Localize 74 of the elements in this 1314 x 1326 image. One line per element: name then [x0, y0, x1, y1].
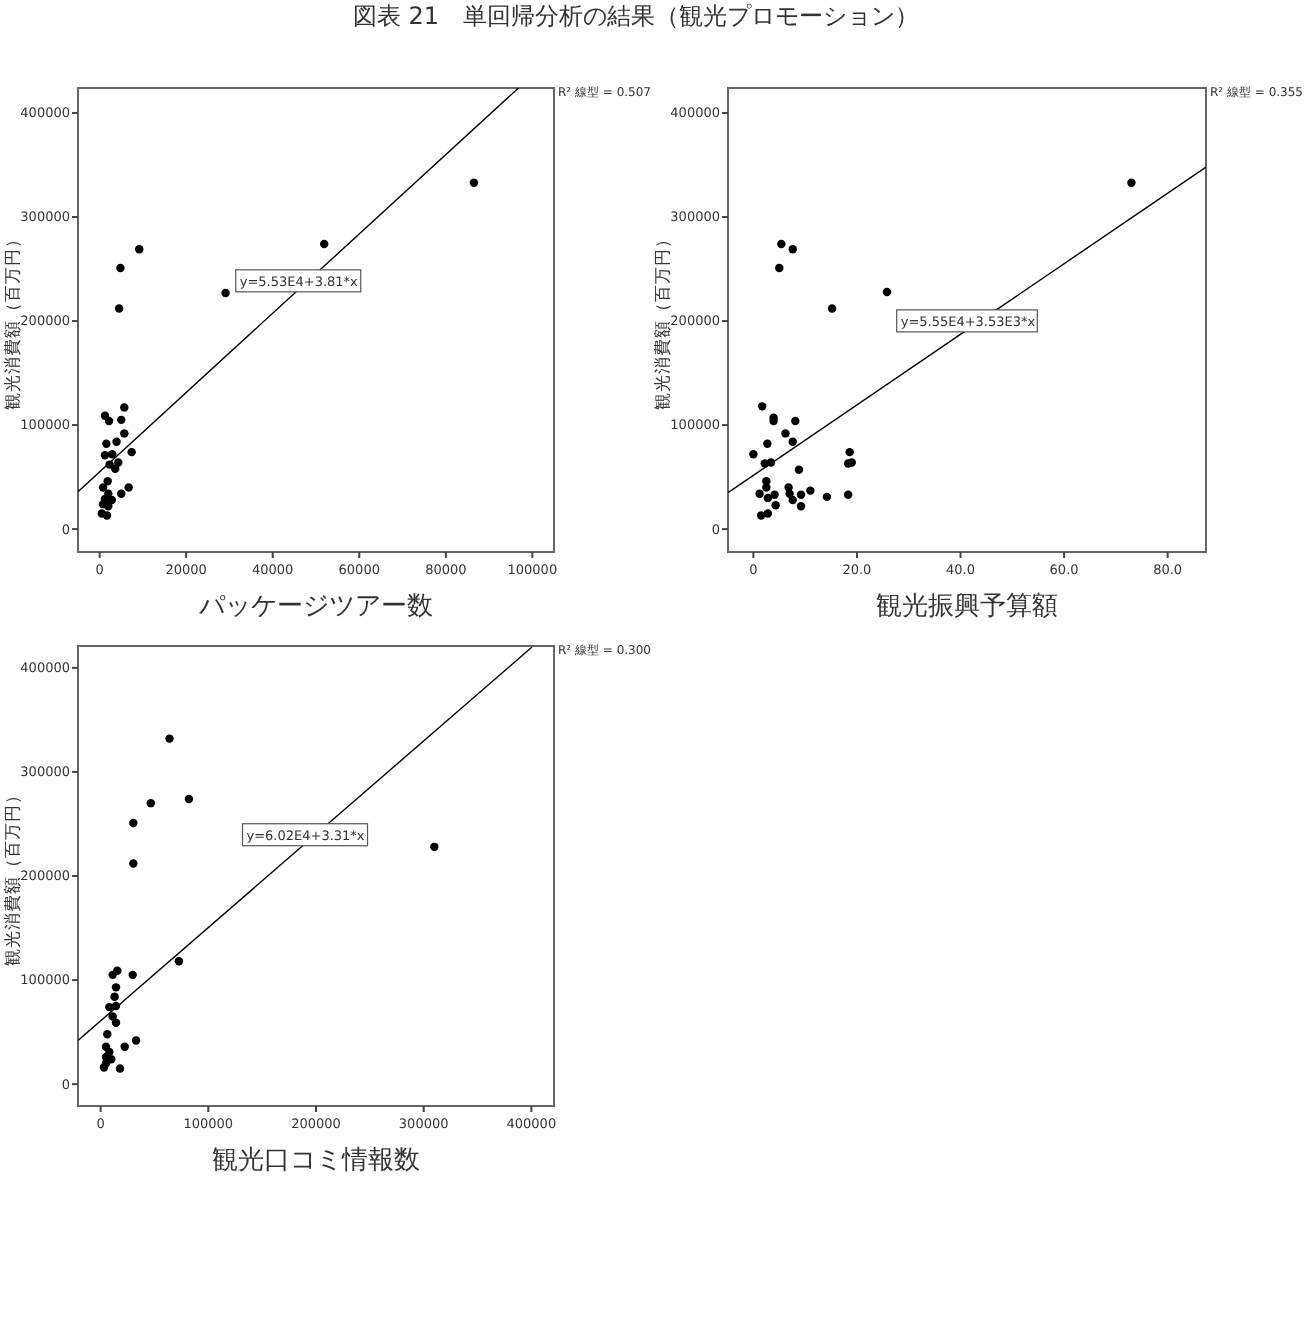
point: [775, 263, 784, 273]
point: [102, 511, 112, 520]
point: [107, 449, 117, 459]
point: [104, 502, 113, 511]
point: [124, 483, 133, 492]
point: [1127, 178, 1136, 187]
point: [111, 983, 121, 992]
point: [110, 992, 119, 1001]
point: [763, 509, 773, 518]
point: [100, 451, 110, 460]
point: [120, 1042, 129, 1051]
point: [98, 483, 108, 492]
point: [469, 178, 479, 187]
point: [794, 465, 804, 475]
point: [114, 304, 124, 313]
point: [845, 447, 854, 457]
y-axis-title: 観光消費額（百万円）: [2, 786, 24, 966]
point: [763, 439, 772, 449]
point: [796, 502, 806, 511]
point: [763, 493, 773, 503]
point: [115, 1064, 125, 1073]
point: [843, 490, 853, 499]
point: [128, 970, 137, 980]
x-axis-title: 観光振興予算額: [876, 592, 1058, 622]
point: [822, 492, 832, 502]
point: [757, 402, 767, 411]
point: [770, 490, 779, 499]
x-axis-title: 観光口コミ情報数: [212, 1146, 420, 1176]
point: [146, 798, 156, 808]
point: [127, 447, 136, 457]
x-axis-title: パッケージツアー数: [197, 592, 433, 622]
point: [120, 403, 129, 412]
point: [430, 842, 439, 852]
point: [320, 239, 329, 249]
point: [221, 288, 230, 298]
point: [184, 794, 194, 804]
point: [117, 489, 126, 498]
point: [102, 439, 111, 449]
point: [104, 416, 114, 426]
point: [129, 859, 138, 868]
point: [756, 511, 766, 520]
point: [174, 957, 184, 966]
point: [762, 483, 771, 492]
point: [103, 477, 112, 486]
point: [771, 500, 780, 510]
point: [781, 429, 790, 438]
point: [111, 1018, 121, 1027]
point: [108, 1012, 117, 1021]
point: [749, 449, 758, 459]
point: [131, 1036, 141, 1045]
point: [755, 489, 764, 498]
point: [117, 415, 126, 425]
point: [120, 429, 129, 438]
point: [791, 416, 800, 426]
point: [796, 490, 806, 499]
point: [165, 734, 174, 743]
point: [788, 245, 797, 254]
point: [777, 239, 786, 249]
point: [110, 464, 120, 473]
point: [827, 304, 837, 313]
y-axis-title: 観光消費額（百万円）: [652, 230, 674, 410]
text: 図表 21 単回帰分析の結果（観光プロモーション）: [352, 2, 920, 30]
point: [806, 486, 815, 495]
y-axis-title: 観光消費額（百万円）: [2, 230, 24, 410]
point: [107, 495, 116, 505]
point: [135, 245, 144, 254]
point: [108, 970, 117, 980]
point: [129, 818, 138, 828]
point: [116, 263, 125, 273]
point: [882, 287, 892, 297]
point: [112, 437, 121, 446]
point: [788, 437, 797, 446]
point: [103, 1029, 112, 1039]
point: [788, 495, 797, 505]
